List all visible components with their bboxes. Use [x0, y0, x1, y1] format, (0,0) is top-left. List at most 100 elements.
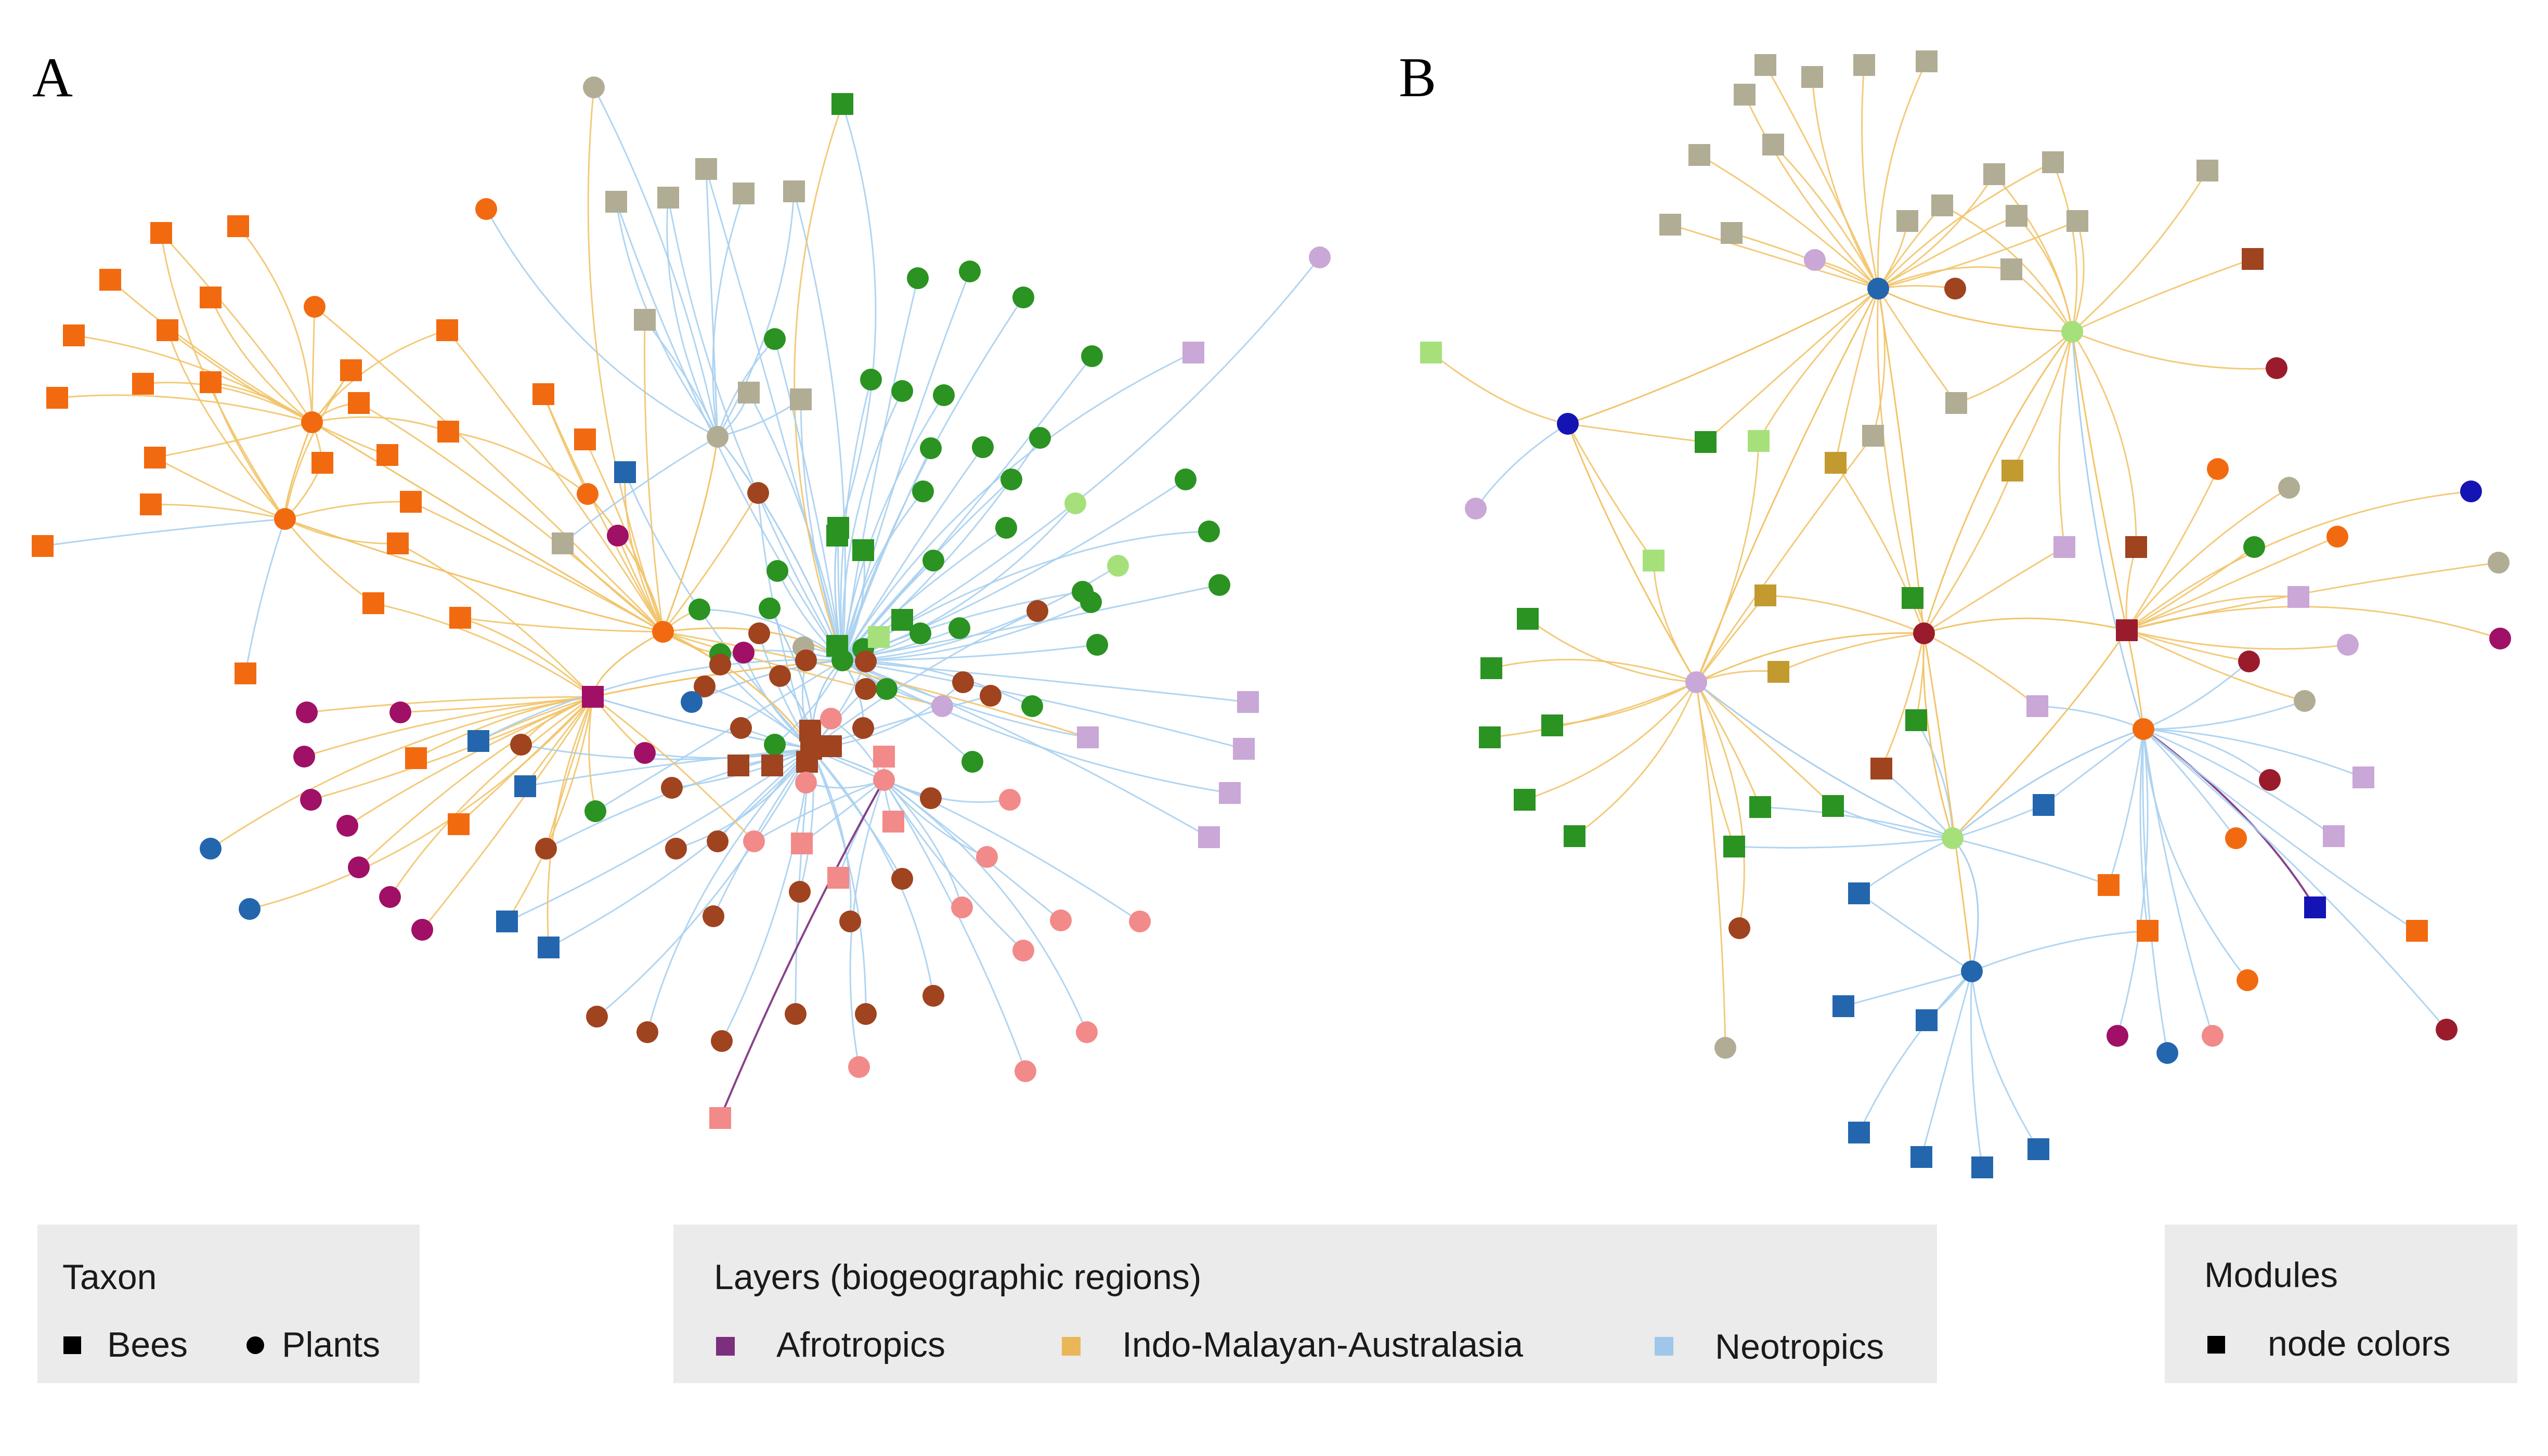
legend-modules-node-colors: node colors	[2268, 1324, 2451, 1363]
panel-a-edge	[842, 478, 1186, 661]
panel-b-bee-node	[1723, 836, 1745, 857]
legend-taxon-plants: Plants	[282, 1325, 380, 1364]
panel-a-plant-node	[909, 622, 931, 644]
panel-b-plant-node	[2278, 477, 2300, 499]
panel-a-plant-node	[785, 1003, 807, 1025]
panel-a-bee-node	[733, 183, 755, 204]
panel-b-nodes	[1420, 50, 2511, 1178]
panel-b-edge	[2071, 331, 2137, 548]
panel-b-bee-node	[1902, 587, 1923, 609]
panel-a-plant-node	[948, 617, 970, 639]
legend-layer-afrotropics: Afrotropics	[776, 1325, 945, 1364]
panel-b-edge	[1877, 61, 1928, 289]
panel-a-edge	[478, 659, 843, 742]
panel-a-bee-node	[340, 359, 362, 381]
panel-b-bee-node	[1514, 789, 1536, 811]
panel-b-edge	[1993, 174, 2073, 332]
panel-b-edge	[1765, 594, 1925, 634]
panel-a-bee-node	[831, 93, 853, 115]
panel-b-edge	[1811, 76, 1879, 289]
panel-b-edge	[1878, 220, 2078, 290]
panel-a-edge	[753, 779, 885, 842]
panel-b-edge	[2071, 170, 2208, 333]
panel-a-plant-node	[1029, 427, 1051, 449]
panel-b-hub-plant-node	[2133, 718, 2154, 740]
panel-b-edge	[2143, 728, 2364, 778]
panel-b-plant-node	[2238, 651, 2260, 672]
panel-a-bee-node	[727, 755, 749, 776]
panel-a-edge	[644, 319, 719, 437]
panel-b-bee-node	[1762, 134, 1784, 155]
panel-b-bee-node	[1517, 608, 1539, 630]
panel-b-bee-node	[1749, 796, 1771, 818]
panel-a-edge	[160, 232, 286, 519]
panel-a-hub-plant-node	[274, 508, 296, 530]
neotropics-swatch-icon	[1655, 1337, 1673, 1356]
panel-b-edge	[1877, 288, 1957, 404]
panel-a-plant-node	[1076, 1021, 1098, 1043]
panel-b-hub-bee-node	[2116, 619, 2138, 641]
panel-a-network	[32, 76, 1331, 1129]
panel-b-edge	[1858, 837, 1953, 894]
bee-square-icon	[63, 1336, 81, 1354]
panel-a-edge	[460, 617, 593, 698]
panel-b-plant-node	[2326, 526, 2348, 548]
panel-a-edge	[841, 391, 903, 661]
panel-b-edge	[2108, 729, 2144, 886]
panel-b-edge	[1858, 970, 1973, 1133]
panel-a-hub-plant-node	[769, 665, 791, 687]
panel-a-plant-node	[789, 881, 811, 903]
panel-b-edge	[1764, 64, 1879, 289]
panel-a-plant-node	[976, 846, 998, 868]
panel-b-edge	[2052, 162, 2078, 332]
panel-a-edge	[646, 748, 812, 1033]
panel-a-letter: A	[32, 47, 73, 109]
panel-a-bee-node	[1233, 738, 1255, 760]
indo-malayan-swatch-icon	[1062, 1337, 1081, 1356]
panel-a-plant-node	[665, 838, 687, 860]
panel-a-bee-node	[46, 387, 68, 409]
panel-a-bee-node	[311, 452, 333, 474]
panel-b-edge	[2071, 331, 2128, 631]
panel-b-edge	[1695, 682, 1726, 1048]
panel-b-edge	[2126, 595, 2299, 631]
panel-a-plant-node	[293, 746, 315, 768]
panel-b-edge	[1758, 288, 1879, 441]
panel-a-plant-node	[1175, 469, 1197, 490]
legend-layers: Layers (biogeographic regions) Afrotropi…	[673, 1225, 1937, 1383]
panel-a-hub-plant-node	[831, 649, 853, 671]
panel-a-plant-node	[636, 1021, 658, 1043]
panel-b-edge	[2143, 660, 2250, 730]
panel-a-bee-node	[150, 222, 172, 244]
panel-b-edge	[1832, 805, 1953, 839]
panel-a-bee-node	[1237, 691, 1259, 713]
panel-a-edge	[699, 608, 843, 661]
panel-a-edge	[810, 748, 852, 922]
panel-b-hub-plant-node	[1942, 827, 1964, 849]
panel-a-plant-node	[634, 742, 656, 764]
panel-b-bee-node	[2027, 1138, 2049, 1160]
panel-b-bee-node	[1848, 1122, 1870, 1143]
panel-a-plant-node	[999, 789, 1021, 811]
panel-b-edge	[1670, 224, 1879, 290]
panel-b-edge	[2126, 546, 2255, 631]
panel-b-bee-node	[1848, 882, 1870, 904]
panel-a-edge	[485, 209, 718, 438]
panel-a-plant-node	[855, 1003, 877, 1025]
panel-a-edge	[667, 197, 843, 661]
panel-b-hub-plant-node	[1557, 413, 1579, 435]
panel-a-bee-node	[449, 607, 471, 629]
panel-a-plant-node	[848, 1056, 870, 1078]
panel-a-plant-node	[1015, 1060, 1036, 1082]
panel-a-plant-node	[1198, 521, 1220, 542]
panel-a-edge	[587, 87, 664, 632]
panel-a-bee-node	[868, 626, 890, 648]
panel-b-plant-node	[2207, 458, 2229, 480]
panel-b-edge	[1696, 681, 1834, 807]
panel-b-edge	[2143, 728, 2334, 837]
panel-a-plant-node	[1012, 287, 1034, 308]
panel-b-edge	[2126, 629, 2305, 702]
panel-a-edge	[347, 696, 593, 827]
panel-a-plant-node	[730, 717, 752, 739]
panel-b-edge	[1772, 144, 1879, 289]
